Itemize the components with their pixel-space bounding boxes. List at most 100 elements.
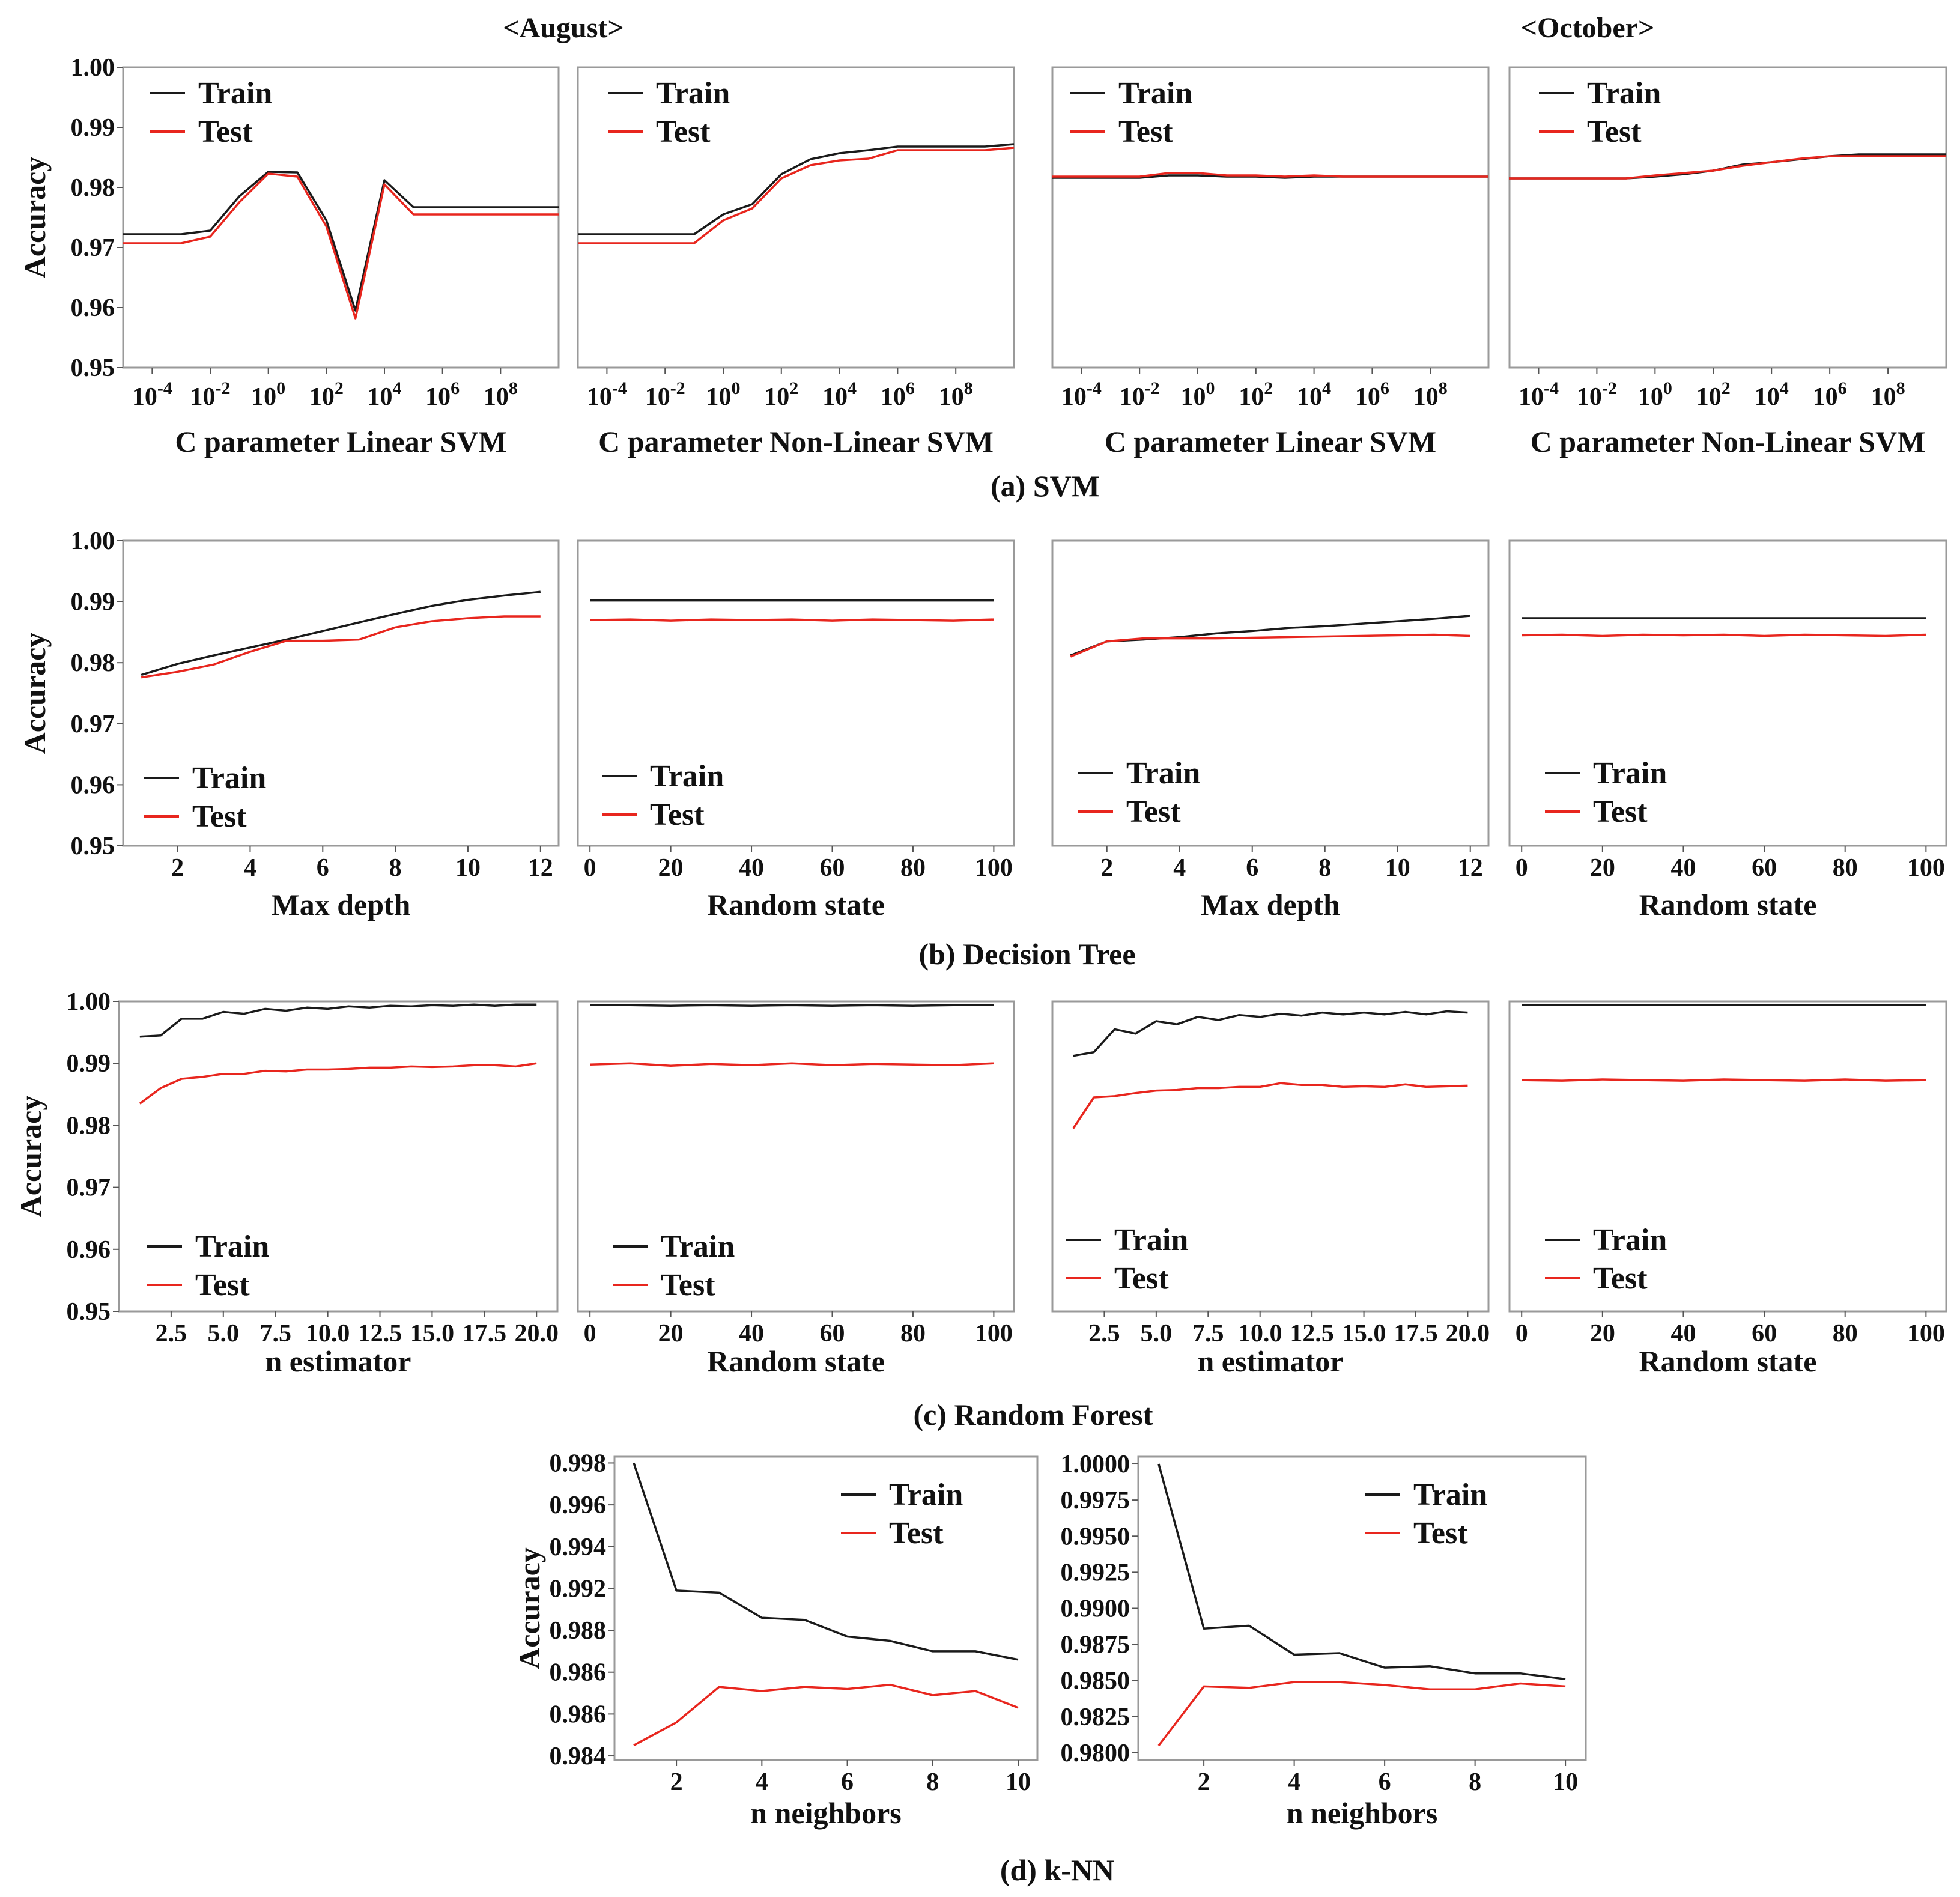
caption-decision-tree: (b) Decision Tree: [918, 937, 1135, 971]
x-tick-label: 100: [1638, 378, 1672, 411]
series-line-test: [123, 172, 559, 320]
x-tick-label: 6: [1246, 854, 1258, 882]
series-line-test: [139, 1062, 537, 1105]
x-tick-label: 60: [820, 1320, 845, 1347]
x-tick-label: 40: [1670, 854, 1696, 882]
y-tick-label: 0.9875: [1061, 1631, 1130, 1659]
x-axis-label: C parameter Linear SVM: [1105, 425, 1436, 458]
chart-panel-14: 0.9800 0.9825 0.9850 0.9875 0.9900 0.9925 0.99…: [1061, 1451, 1587, 1830]
x-tick-label: 2: [1198, 1768, 1210, 1796]
x-tick-label: 15.0: [410, 1320, 455, 1347]
legend-label-test: Test: [656, 115, 711, 149]
y-tick-label: 0.98: [71, 649, 115, 677]
series-line-test: [141, 615, 541, 679]
x-tick-label: 108: [484, 378, 518, 411]
x-tick-label: 4: [244, 854, 256, 882]
y-tick-label: 0.9950: [1061, 1523, 1130, 1550]
x-tick-label: 8: [926, 1768, 939, 1796]
x-tick-label: 10.0: [1238, 1320, 1282, 1347]
plot-frame: [122, 539, 560, 847]
legend-label-test: Test: [1593, 1261, 1648, 1296]
x-axis-label: n neighbors: [1287, 1796, 1437, 1830]
legend-label-test: Test: [1587, 115, 1642, 149]
y-tick-label: 0.97: [67, 1174, 111, 1202]
legend-label-train: Train: [1413, 1478, 1487, 1512]
y-tick-label: 0.992: [550, 1575, 607, 1603]
legend-label-train: Train: [1593, 756, 1667, 791]
x-tick-label: 80: [900, 1320, 926, 1347]
series-line-train: [633, 1462, 1019, 1661]
caption-knn: (d) k-NN: [1000, 1853, 1114, 1887]
x-tick-label: 7.5: [1192, 1320, 1224, 1347]
x-tick-label: 10-4: [587, 378, 627, 411]
x-tick-label: 10: [455, 854, 481, 882]
y-tick-label: 0.998: [550, 1449, 607, 1477]
x-tick-label: 12.5: [358, 1320, 402, 1347]
legend-label-train: Train: [1114, 1223, 1188, 1257]
x-tick-label: 6: [841, 1768, 854, 1796]
x-tick-label: 0: [584, 854, 596, 882]
plot-frame: [118, 1000, 559, 1313]
legend-label-test: Test: [1593, 795, 1648, 829]
y-tick-label: 0.96: [71, 294, 115, 322]
series-line-test: [1052, 172, 1488, 178]
x-tick-label: 104: [1755, 378, 1789, 411]
x-tick-label: 10: [1553, 1768, 1578, 1796]
legend-label-test: Test: [889, 1516, 944, 1550]
x-axis-label: Random state: [707, 1344, 885, 1378]
legend-label-train: Train: [661, 1230, 735, 1264]
x-tick-label: 60: [1752, 1320, 1777, 1347]
x-tick-label: 10-2: [645, 378, 685, 411]
plot-frame: [577, 66, 1015, 369]
legend-label-train: Train: [1118, 76, 1192, 111]
y-tick-label: 0.9975: [1061, 1487, 1130, 1514]
y-tick-label: 1.00: [71, 54, 115, 82]
x-tick-label: 10-4: [1519, 378, 1559, 411]
x-tick-label: 100: [1181, 378, 1215, 411]
legend-label-test: Test: [650, 798, 705, 832]
series-line-test: [1522, 1078, 1926, 1082]
x-tick-label: 108: [939, 378, 973, 411]
x-tick-label: 40: [1670, 1320, 1696, 1347]
caption-random-forest: (c) Random Forest: [914, 1398, 1153, 1431]
chart-panel-1: 0.95 0.96 0.97 0.98 0.99 1.00 10-4 10-2 100 102 10…: [18, 54, 560, 458]
x-tick-label: 4: [1288, 1768, 1300, 1796]
chart-panel-2: 10-4 10-2 100 102 104 106 108 C parameter Non-L…: [577, 66, 1015, 458]
y-tick-label: 0.9925: [1061, 1559, 1130, 1586]
x-tick-label: 106: [425, 378, 460, 411]
x-tick-label: 40: [739, 854, 764, 882]
x-tick-label: 80: [1833, 1320, 1858, 1347]
plot-frame: [1051, 539, 1490, 847]
y-tick-label: 0.9825: [1061, 1704, 1130, 1731]
y-tick-label: 0.96: [67, 1236, 111, 1264]
y-tick-label: 1.0000: [1061, 1451, 1130, 1478]
x-tick-label: 108: [1413, 378, 1448, 411]
legend-label-train: Train: [192, 761, 266, 795]
x-tick-label: 20: [1590, 854, 1615, 882]
x-tick-label: 2: [171, 854, 184, 882]
y-tick-label: 0.99: [71, 589, 115, 616]
august-header: <August>: [503, 12, 623, 44]
x-tick-label: 106: [881, 378, 915, 411]
x-axis-label: Max depth: [1201, 888, 1340, 921]
x-tick-label: 10-2: [1577, 378, 1617, 411]
chart-panel-13: 0.984 0.986 0.986 0.988 0.992 0.994 0.996 0.998…: [512, 1449, 1039, 1830]
x-tick-label: 10-2: [190, 378, 231, 411]
legend-label-test: Test: [1126, 795, 1181, 829]
x-tick-label: 0: [584, 1320, 596, 1347]
chart-panel-3: 10-4 10-2 100 102 104 106 108 C parameter Linea…: [1051, 66, 1490, 458]
legend-label-test: Test: [1118, 115, 1173, 149]
legend-label-test: Test: [192, 800, 247, 834]
plot-frame: [1508, 539, 1947, 847]
y-tick-label: 1.00: [67, 988, 111, 1016]
x-tick-label: 15.0: [1342, 1320, 1386, 1347]
x-axis-label: C parameter Non-Linear SVM: [1531, 425, 1926, 458]
legend-label-train: Train: [650, 759, 724, 794]
x-tick-label: 10: [1385, 854, 1410, 882]
y-tick-label: 0.97: [71, 711, 115, 738]
y-tick-label: 0.994: [550, 1534, 607, 1561]
y-tick-label: 0.988: [550, 1617, 607, 1645]
y-tick-label: 0.98: [71, 174, 115, 202]
x-tick-label: 10-4: [1061, 378, 1102, 411]
y-tick-label: 0.97: [71, 234, 115, 262]
